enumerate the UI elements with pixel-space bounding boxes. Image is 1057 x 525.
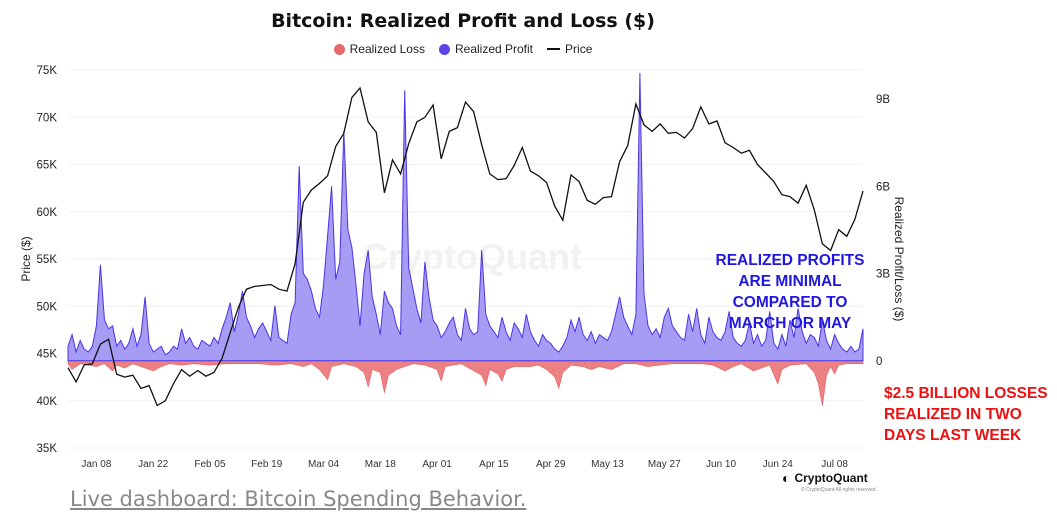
legend-label-realized-profit: Realized Profit (454, 42, 534, 56)
x-tick-label: Mar 04 (308, 459, 340, 470)
realized-profit-swatch (438, 43, 450, 55)
left-tick-label: 65K (37, 160, 58, 172)
chart-title: Bitcoin: Realized Profit and Loss ($) (271, 10, 655, 32)
price-line-swatch (547, 48, 561, 50)
cryptoquant-logo-icon: ◐ (782, 470, 791, 486)
legend-item-realized-loss[interactable]: Realized Loss (333, 42, 425, 56)
right-tick-label: 3B (876, 269, 890, 281)
legend-item-price[interactable]: Price (547, 42, 592, 56)
x-tick-label: Apr 01 (422, 459, 452, 470)
x-tick-label: May 27 (648, 459, 681, 470)
x-tick-label: Apr 29 (536, 459, 566, 470)
annotation-profits: REALIZED PROFITS ARE MINIMAL COMPARED TO… (715, 252, 865, 332)
left-tick-label: 55K (37, 254, 58, 266)
watermark: CryptoQuant (362, 236, 582, 277)
x-axis: Jan 08 Jan 22 Feb 05 Feb 19 Mar 04 Mar 18 Apr … (81, 459, 848, 470)
x-tick-label: Jan 22 (138, 459, 168, 470)
price-line (67, 86, 864, 407)
legend-item-realized-profit[interactable]: Realized Profit (438, 42, 534, 56)
realized-loss-area (67, 360, 864, 406)
brand-name: CryptoQuant (794, 471, 868, 485)
x-tick-label: Feb 05 (194, 459, 226, 470)
x-tick-label: Apr 15 (479, 459, 509, 470)
x-tick-label: May 13 (591, 459, 624, 470)
left-axis: 35K 40K 45K 50K 55K 60K 65K 70K 75K (37, 65, 58, 455)
annotation-losses: $2.5 BILLION LOSSES REALIZED IN TWO DAYS… (884, 385, 1048, 444)
left-axis-title: Price ($) (19, 236, 33, 281)
realized-loss-swatch (333, 43, 345, 55)
x-tick-label: Mar 18 (365, 459, 397, 470)
left-tick-label: 45K (37, 349, 58, 361)
chart-legend: Realized Loss Realized Profit Price (0, 42, 926, 56)
left-tick-label: 35K (37, 443, 58, 455)
realized-profit-area (67, 72, 864, 362)
left-tick-label: 60K (37, 207, 58, 219)
legend-label-realized-loss: Realized Loss (349, 42, 425, 56)
right-axis-title: Realized Profit/Loss ($) (892, 197, 906, 322)
brand-logo: ◐ CryptoQuant (782, 470, 868, 486)
x-tick-label: Feb 19 (251, 459, 283, 470)
left-tick-label: 70K (37, 112, 58, 124)
x-tick-label: Jun 24 (763, 459, 793, 470)
left-tick-label: 75K (37, 65, 58, 77)
left-tick-label: 40K (37, 396, 58, 408)
right-tick-label: 6B (876, 181, 890, 193)
right-tick-label: 0 (876, 356, 882, 368)
right-axis: 0 3B 6B 9B (876, 94, 890, 368)
left-tick-label: 50K (37, 301, 58, 313)
x-tick-label: Jun 10 (706, 459, 736, 470)
x-tick-label: Jul 08 (821, 459, 848, 470)
brand-tagline: © CryptoQuant All rights reserved. (801, 487, 877, 493)
dashboard-link[interactable]: Live dashboard: Bitcoin Spending Behavio… (70, 487, 527, 511)
right-tick-label: 9B (876, 94, 890, 106)
x-tick-label: Jan 08 (81, 459, 111, 470)
legend-label-price: Price (565, 42, 593, 56)
